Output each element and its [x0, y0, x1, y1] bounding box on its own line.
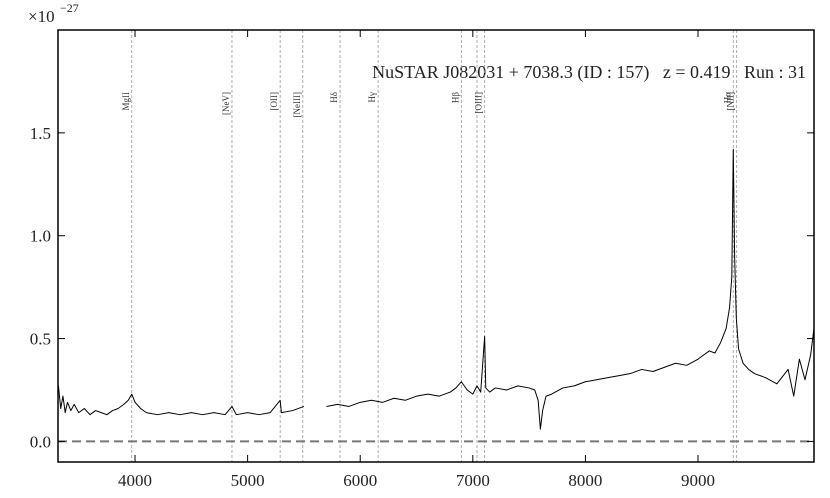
y-tick-label: 1.0 — [30, 227, 51, 246]
plot-frame — [57, 29, 815, 463]
emission-line-label: [NII] — [726, 92, 736, 111]
y-tick-label: 0.0 — [30, 432, 51, 451]
emission-line-label: Hα — [722, 92, 732, 103]
x-tick-label: 8000 — [568, 471, 602, 490]
chart-title: NuSTAR J082031 + 7038.3 (ID : 157) z = 0… — [372, 62, 806, 83]
x-tick-label: 9000 — [681, 471, 715, 490]
emission-line-label: Hδ — [329, 92, 339, 103]
x-tick-label: 6000 — [343, 471, 377, 490]
y-tick-label: 0.5 — [30, 330, 51, 349]
emission-line-label: [NeIII] — [292, 92, 302, 117]
emission-line-label: Hγ — [367, 92, 377, 102]
x-tick-label: 7000 — [456, 471, 490, 490]
offset-label-exponent: −27 — [60, 1, 79, 15]
spectrum-line — [57, 148, 815, 430]
emission-line-label: [NeV] — [221, 92, 231, 115]
emission-line-label: MgII — [121, 92, 131, 111]
x-tick-label: 5000 — [231, 471, 265, 490]
y-tick-label: 1.5 — [30, 124, 51, 143]
x-tick-label: 4000 — [118, 471, 152, 490]
emission-line-label: [OIII] — [474, 92, 484, 114]
offset-label-base: ×10 — [28, 7, 55, 26]
emission-line-label: [OII] — [269, 92, 279, 111]
emission-line-label: Hβ — [450, 92, 460, 103]
